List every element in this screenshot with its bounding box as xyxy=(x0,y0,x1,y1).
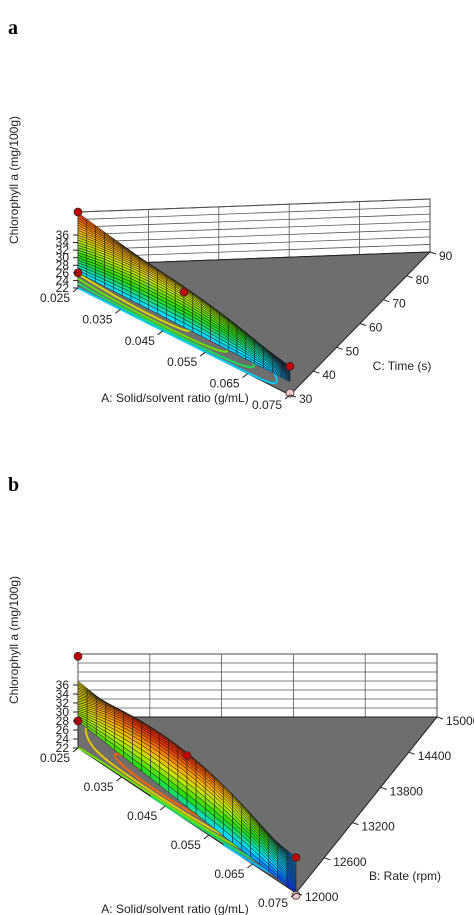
y-tick-label: 14400 xyxy=(418,749,452,763)
design-point xyxy=(183,752,191,760)
y-tick-label: 90 xyxy=(439,249,453,263)
y-tick-label: 60 xyxy=(369,321,383,335)
y-tick-mark xyxy=(337,347,343,349)
x-tick-label: 0.065 xyxy=(210,377,240,391)
y-axis-title: C: Time (s) xyxy=(373,359,432,373)
z-gridline xyxy=(78,654,437,685)
x-tick-label: 0.045 xyxy=(127,809,157,823)
x-tick-label: 0.025 xyxy=(40,291,70,305)
y-tick-mark xyxy=(360,324,366,326)
y-tick-label: 15000 xyxy=(446,714,474,728)
z-tick-label: 36 xyxy=(56,678,70,692)
design-point xyxy=(180,288,188,296)
x-tick-label: 0.075 xyxy=(258,896,288,910)
y-tick-label: 12000 xyxy=(305,890,339,904)
y-tick-mark xyxy=(324,858,330,860)
z-gridline xyxy=(78,672,437,703)
x-tick-mark xyxy=(73,288,78,292)
y-tick-mark xyxy=(352,823,358,825)
x-tick-label: 0.045 xyxy=(125,334,155,348)
x-tick-label: 0.035 xyxy=(82,312,112,326)
panel-label: b xyxy=(8,474,19,496)
panel-a: a22242628303234360.0250.0350.0450.0550.0… xyxy=(7,17,453,412)
panel-b: b22242628303234360.0250.0350.0450.0550.0… xyxy=(7,474,474,915)
design-point xyxy=(74,208,82,216)
z-axis-title: Chlorophyll a (mg/100g) xyxy=(7,576,21,704)
x-tick-label: 0.055 xyxy=(167,355,197,369)
z-gridline xyxy=(78,214,430,250)
panel-label: a xyxy=(8,17,18,39)
y-tick-label: 13200 xyxy=(361,820,395,834)
design-point xyxy=(286,362,294,370)
design-point xyxy=(74,652,82,660)
x-tick-mark xyxy=(115,309,120,313)
z-gridline xyxy=(78,663,437,694)
x-tick-mark xyxy=(204,835,209,839)
x-tick-mark xyxy=(160,806,165,810)
x-axis-title: A: Solid/solvent ratio (g/mL) xyxy=(101,391,248,405)
y-tick-label: 12600 xyxy=(333,855,367,869)
z-gridline xyxy=(78,199,430,235)
x-tick-label: 0.055 xyxy=(171,838,201,852)
y-tick-mark xyxy=(437,717,443,719)
x-tick-label: 0.035 xyxy=(84,780,114,794)
y-tick-label: 70 xyxy=(392,297,406,311)
y-tick-label: 40 xyxy=(322,368,336,382)
z-tick-label: 36 xyxy=(56,228,70,242)
y-axis-title: B: Rate (rpm) xyxy=(369,869,441,883)
x-axis-title: A: Solid/solvent ratio (g/mL) xyxy=(101,902,248,915)
y-tick-label: 80 xyxy=(416,273,430,287)
x-tick-mark xyxy=(200,352,205,356)
y-tick-mark xyxy=(409,752,415,754)
y-tick-mark xyxy=(430,252,436,254)
z-gridline xyxy=(78,207,430,243)
design-point xyxy=(292,854,300,862)
y-tick-mark xyxy=(381,787,387,789)
x-tick-label: 0.025 xyxy=(40,751,70,765)
y-tick-label: 50 xyxy=(346,344,360,358)
y-tick-mark xyxy=(407,276,413,278)
x-tick-mark xyxy=(247,864,252,868)
y-tick-mark xyxy=(383,300,389,302)
x-tick-mark xyxy=(158,331,163,335)
x-tick-label: 0.065 xyxy=(214,867,244,881)
z-gridline xyxy=(78,681,437,712)
y-tick-label: 13800 xyxy=(390,784,424,798)
y-tick-label: 30 xyxy=(299,392,313,406)
x-tick-label: 0.075 xyxy=(252,398,282,412)
y-tick-mark xyxy=(313,371,319,373)
x-tick-mark xyxy=(73,748,78,752)
x-tick-mark xyxy=(243,374,248,378)
z-axis-title: Chlorophyll a (mg/100g) xyxy=(7,116,21,244)
back-wall xyxy=(78,654,437,717)
x-tick-mark xyxy=(117,777,122,781)
